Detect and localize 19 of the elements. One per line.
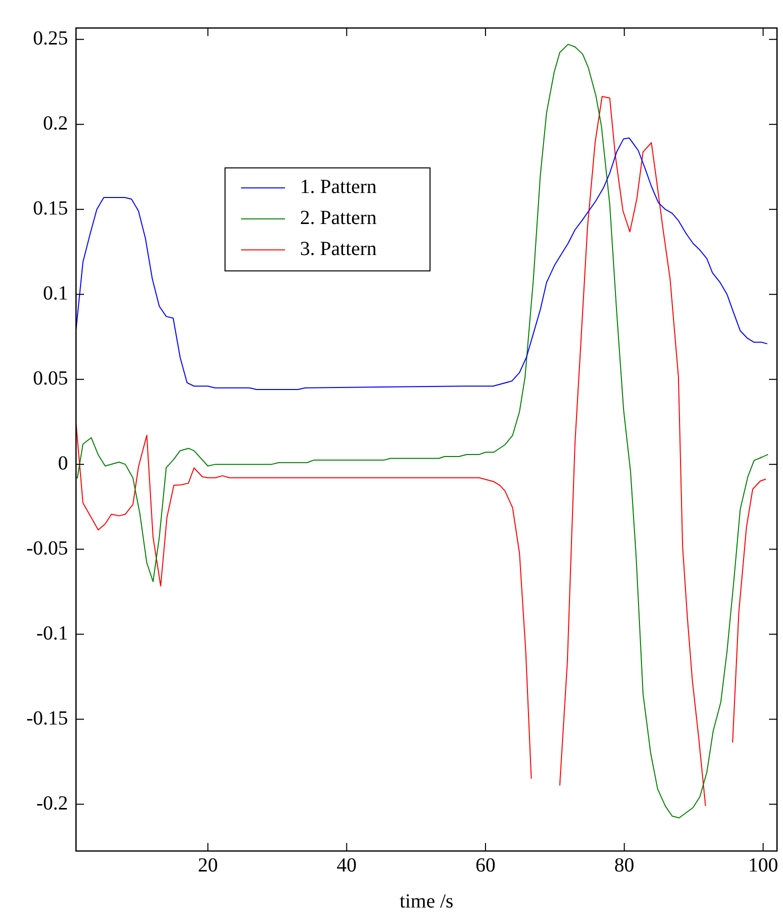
x-axis-title: time /s [400,890,454,912]
y-tick-label: 0 [58,452,68,475]
legend-label: 1. Pattern [300,176,377,198]
x-tick-label: 60 [475,854,496,876]
x-tick-label: 20 [198,854,218,876]
y-tick-label: 0.2 [43,112,68,135]
legend-label: 2. Pattern [300,207,377,230]
y-tick-label: -0.05 [26,538,68,560]
legend-label: 3. Pattern [300,238,377,260]
x-tick-label: 80 [614,854,634,876]
y-tick-label: -0.2 [36,792,68,815]
x-tick-label: 40 [336,854,357,876]
y-tick-label: 0.1 [43,282,68,305]
y-tick-label: -0.1 [36,622,68,645]
y-tick-label: 0.05 [33,368,68,390]
y-tick-label: 0.25 [33,28,68,50]
x-tick-label: 100 [748,854,778,876]
y-tick-label: -0.15 [26,708,68,730]
y-tick-label: 0.15 [33,198,68,220]
